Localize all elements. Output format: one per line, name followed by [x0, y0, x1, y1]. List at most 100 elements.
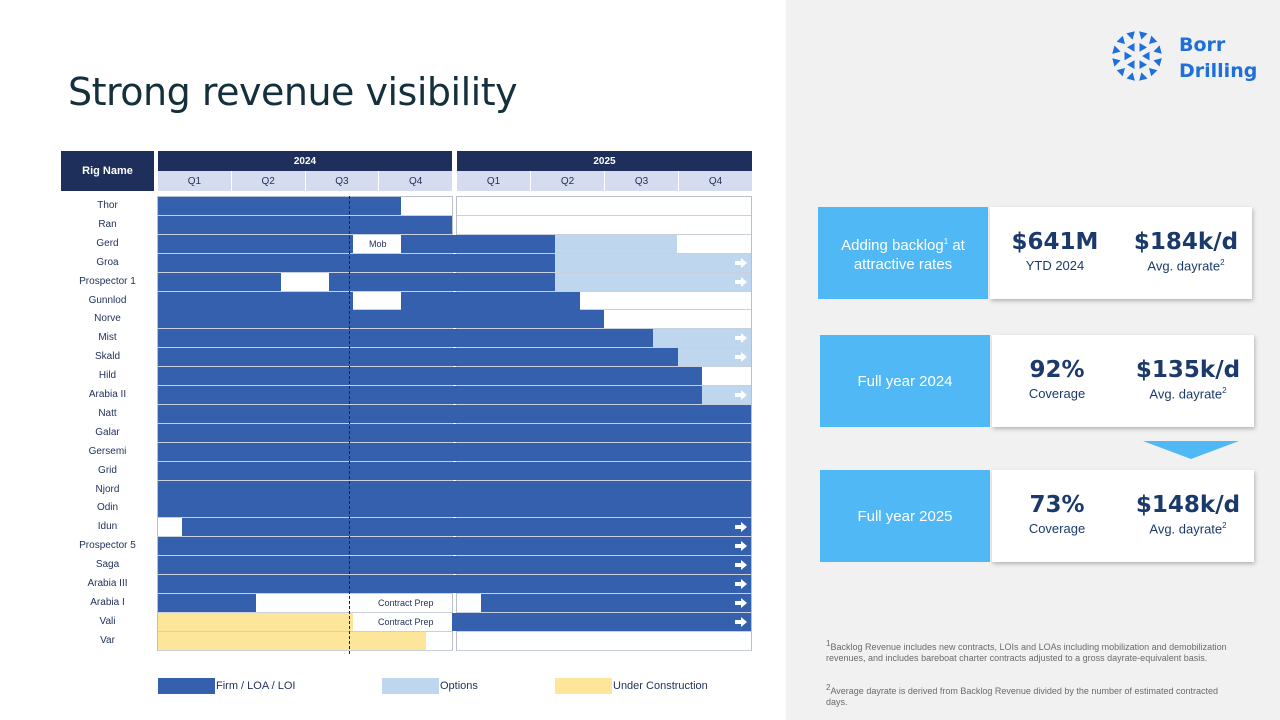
row-separator: [457, 630, 751, 632]
gantt-bar-firm: [452, 537, 751, 556]
kpi-values: 73% Coverage $148k/d Avg. dayrate2: [992, 470, 1254, 562]
row-separator: [457, 536, 751, 538]
row-separator: [457, 441, 751, 443]
logo-text: Borr Drilling: [1179, 32, 1257, 84]
borr-triangles-logo-icon: [1112, 31, 1162, 81]
kpi-value-1: $641M: [1011, 229, 1099, 255]
year-2025-header: 2025 Q1 Q2 Q3 Q4: [457, 151, 752, 191]
gantt-bar-firm: [452, 234, 555, 253]
rig-label: Hild: [98, 370, 117, 382]
quarter-label: Q3: [605, 171, 679, 191]
kpi-card-fy2024: Full year 2024 92% Coverage $135k/d Avg.…: [820, 335, 1254, 427]
rig-label: Var: [100, 634, 115, 646]
quarter-label: Q3: [306, 171, 380, 191]
row-separator: [457, 385, 751, 386]
rig-label: Galar: [95, 426, 120, 438]
rig-label: Natt: [98, 407, 117, 419]
row-separator: [158, 233, 452, 235]
bar-text-mob: Mob: [369, 238, 387, 249]
gantt-bar-firm: [158, 461, 452, 480]
row-separator: [158, 592, 452, 594]
gantt-bar-firm: [452, 386, 702, 404]
row-separator: [158, 422, 452, 424]
rig-label: Mist: [98, 332, 117, 344]
legend-label-firm: Firm / LOA / LOI: [216, 680, 296, 692]
bar-text-contract_prep: Contract Prep: [378, 616, 434, 627]
row-separator: [457, 233, 751, 235]
gantt-bar-firm: [158, 386, 452, 404]
row-separator: [457, 403, 751, 405]
logo-line1: Borr: [1179, 34, 1226, 56]
year-label: 2025: [457, 151, 752, 171]
footnote-1-text: Backlog Revenue includes new contracts, …: [826, 642, 1227, 663]
rig-name-header: Rig Name: [61, 151, 154, 191]
row-separator: [158, 214, 452, 216]
gantt-bar-option: [701, 386, 751, 404]
arrow-right-icon: [735, 352, 747, 363]
gantt-bar-firm: [158, 556, 452, 575]
row-separator: [457, 479, 751, 481]
row-separator: [158, 328, 452, 330]
kpi-sub-2-sup: 2: [1222, 386, 1227, 395]
row-separator: [457, 649, 751, 651]
kpi-label-text: Adding backlog: [841, 237, 944, 254]
gantt-bar-option: [554, 253, 751, 272]
gantt-bar-option: [554, 234, 678, 253]
rig-label: Prospector 5: [79, 540, 136, 552]
arrow-right-icon: [735, 560, 747, 571]
quarter-label: Q4: [708, 175, 723, 187]
gantt-bar-firm: [158, 442, 452, 461]
gantt-bar-firm: [158, 423, 452, 442]
row-separator: [457, 214, 751, 216]
gantt-bar-firm: [452, 442, 751, 461]
gantt-bar-firm: [452, 423, 751, 442]
arrow-right-icon: [735, 616, 747, 627]
gantt-bar-firm: [158, 310, 452, 329]
gantt-bar-option: [554, 272, 751, 291]
gantt-bar-firm: [158, 215, 452, 234]
legend-label-options: Options: [440, 680, 478, 692]
arrow-right-icon: [735, 579, 747, 589]
kpi-sub-1: Coverage: [1028, 386, 1086, 401]
kpi-sub-2-sup: 2: [1222, 521, 1227, 530]
rig-label: Thor: [97, 200, 118, 211]
gantt-bar-uc: [158, 631, 427, 650]
row-separator: [158, 290, 452, 292]
row-separator: [158, 403, 452, 405]
row-separator: [158, 309, 452, 311]
row-separator: [158, 366, 452, 368]
legend-swatch-under-construction: [555, 678, 612, 694]
gantt-bar-firm: [452, 404, 751, 423]
gantt-bar-firm: [158, 537, 452, 556]
year-label: 2024: [158, 151, 452, 171]
row-separator: [158, 555, 452, 557]
kpi-value-2: $135k/d: [1135, 357, 1241, 383]
rig-label: Vali: [99, 615, 116, 627]
gantt-bar-firm: [452, 272, 555, 291]
gantt-bar-firm: [182, 518, 452, 537]
gantt-bar-firm: [158, 291, 353, 310]
row-separator: [457, 252, 751, 254]
rig-label: Saga: [95, 559, 120, 571]
kpi-value-1: 73%: [1029, 492, 1085, 518]
gantt-bar-firm: [452, 329, 654, 348]
gantt-bar-firm: [158, 253, 452, 272]
arrow-right-icon: [735, 541, 747, 552]
gantt-bar-firm: [452, 291, 580, 310]
kpi-label: Full year 2025: [820, 470, 990, 562]
gantt-bar-firm: [158, 499, 452, 518]
gantt-bar-firm: [452, 556, 751, 575]
bar-text-contract_prep: Contract Prep: [378, 597, 434, 608]
gantt-bar-firm: [452, 499, 751, 518]
gantt-bar-firm: [158, 593, 256, 612]
arrow-right-icon: [735, 390, 747, 400]
gantt-bar-firm: [158, 480, 452, 499]
footnote-2: 2Average dayrate is derived from Backlog…: [826, 682, 1238, 708]
row-separator: [158, 271, 452, 273]
gantt-bar-firm: [452, 480, 751, 499]
quarter-label: Q4: [408, 175, 423, 187]
legend-label-under-construction: Under Construction: [613, 680, 708, 692]
row-separator: [457, 555, 751, 557]
kpi-card-backlog: Adding backlog1 at attractive rates $641…: [818, 207, 1252, 299]
row-separator: [457, 574, 751, 575]
